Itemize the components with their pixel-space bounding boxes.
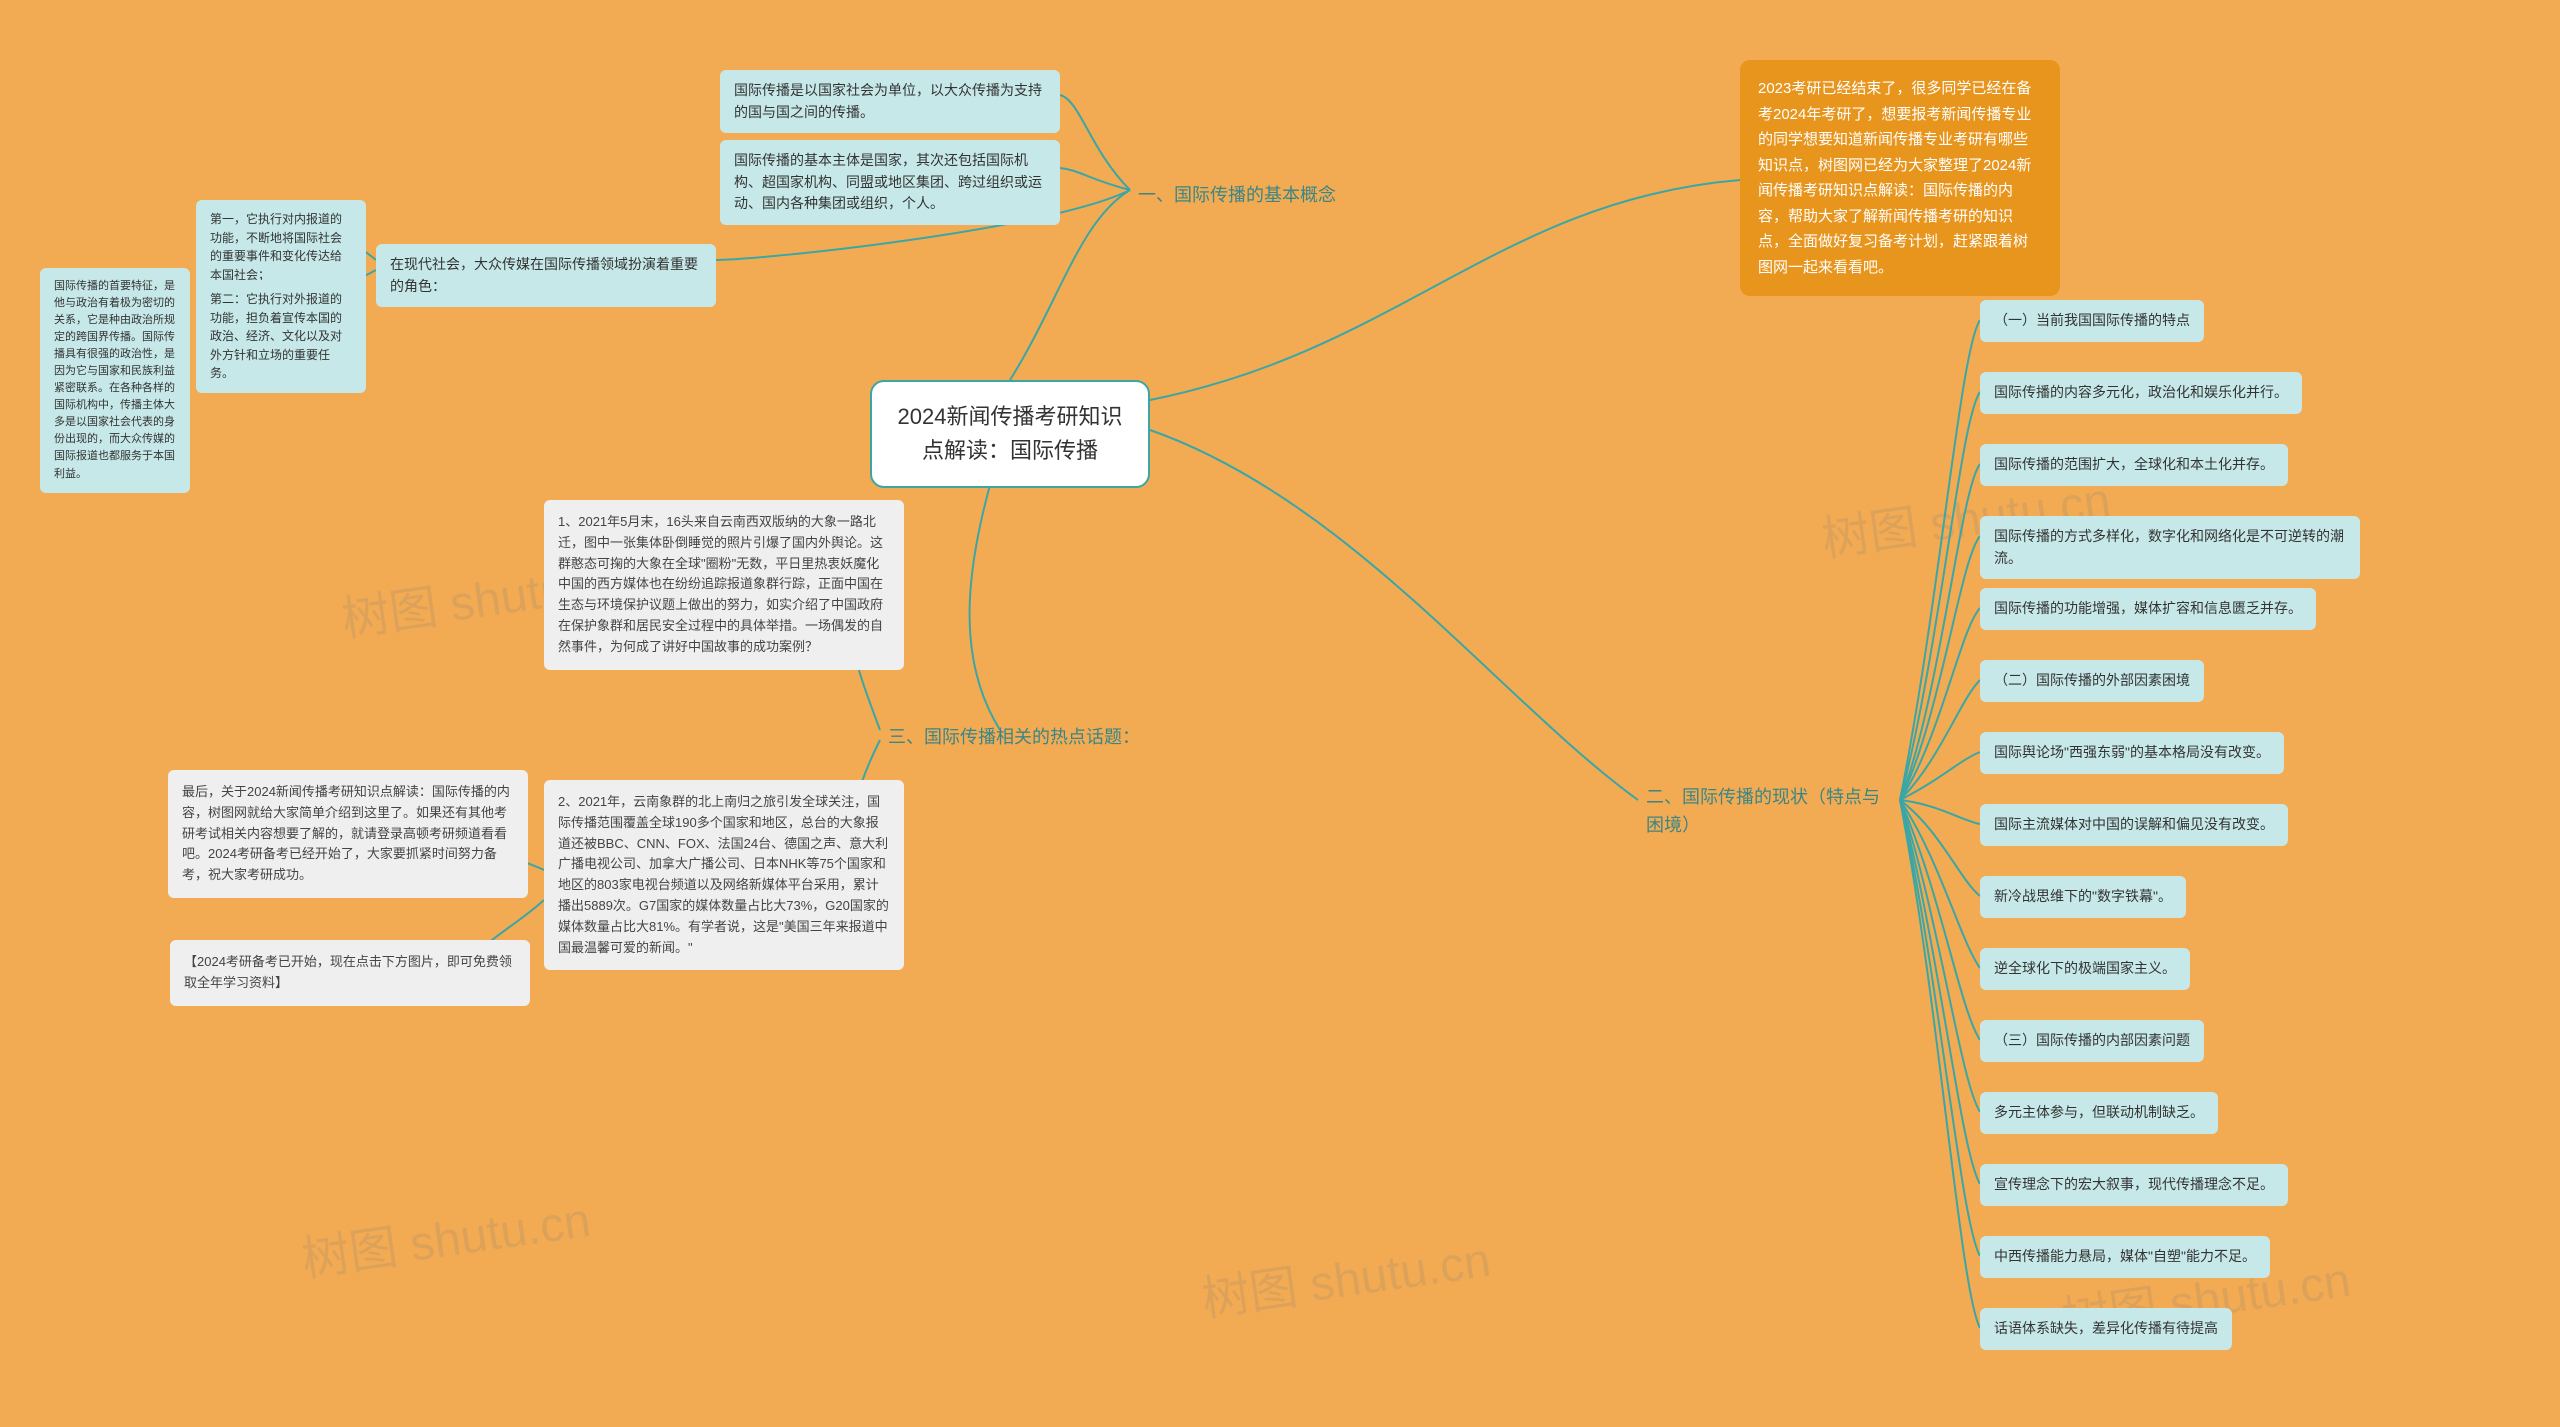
b2-item: （三）国际传播的内部因素问题 [1980, 1020, 2204, 1062]
b2-item-text: 国际主流媒体对中国的误解和偏见没有改变。 [1994, 816, 2274, 832]
b3-node-text: 【2024考研备考已开始，现在点击下方图片，即可免费领取全年学习资料】 [184, 954, 512, 990]
b1-node-external-report: 第二：它执行对外报道的功能，担负着宣传本国的政治、经济、文化以及对外方针和立场的… [196, 280, 366, 393]
b3-node-text: 2、2021年，云南象群的北上南归之旅引发全球关注，国际传播范围覆盖全球190多… [558, 794, 889, 955]
branch1-label: 一、国际传播的基本概念 [1130, 178, 1344, 214]
branch2-label-text: 二、国际传播的现状（特点与困境） [1646, 787, 1880, 835]
b2-item: 新冷战思维下的"数字铁幕"。 [1980, 876, 2186, 918]
b3-node-cta: 【2024考研备考已开始，现在点击下方图片，即可免费领取全年学习资料】 [170, 940, 530, 1006]
center-node: 2024新闻传播考研知识点解读：国际传播 [870, 380, 1150, 488]
b2-item: 国际传播的范围扩大，全球化和本土化并存。 [1980, 444, 2288, 486]
b2-item-text: 中西传播能力悬局，媒体"自塑"能力不足。 [1994, 1248, 2256, 1264]
b2-item: 中西传播能力悬局，媒体"自塑"能力不足。 [1980, 1236, 2270, 1278]
b1-node-text: 在现代社会，大众传媒在国际传播领域扮演着重要的角色： [390, 256, 698, 294]
b2-item-text: 新冷战思维下的"数字铁幕"。 [1994, 888, 2172, 904]
b1-node-text: 国际传播是以国家社会为单位，以大众传播为支持的国与国之间的传播。 [734, 82, 1042, 120]
b2-item: 多元主体参与，但联动机制缺乏。 [1980, 1092, 2218, 1134]
b1-node-text: 国际传播的首要特征，是他与政治有着极为密切的关系，它是种由政治所规定的跨国界传播… [54, 280, 175, 480]
b2-item-text: 国际传播的功能增强，媒体扩容和信息匮乏并存。 [1994, 600, 2302, 616]
branch3-label-text: 三、国际传播相关的热点话题： [888, 727, 1140, 747]
b2-item-text: 国际舆论场"西强东弱"的基本格局没有改变。 [1994, 744, 2270, 760]
branch3-label: 三、国际传播相关的热点话题： [880, 720, 1148, 756]
b2-item-text: （一）当前我国国际传播的特点 [1994, 312, 2190, 328]
branch1-label-text: 一、国际传播的基本概念 [1138, 185, 1336, 205]
b1-node-text: 第二：它执行对外报道的功能，担负着宣传本国的政治、经济、文化以及对外方针和立场的… [210, 292, 342, 380]
intro-text: 2023考研已经结束了，很多同学已经在备考2024年考研了，想要报考新闻传播专业… [1758, 80, 2031, 276]
b2-item-text: 多元主体参与，但联动机制缺乏。 [1994, 1104, 2204, 1120]
b2-item-text: 宣传理念下的宏大叙事，现代传播理念不足。 [1994, 1176, 2274, 1192]
b2-item: （二）国际传播的外部因素困境 [1980, 660, 2204, 702]
b2-item-text: 话语体系缺失，差异化传播有待提高 [1994, 1320, 2218, 1336]
b2-item-text: 国际传播的方式多样化，数字化和网络化是不可逆转的潮流。 [1994, 528, 2344, 566]
b2-item-text: （三）国际传播的内部因素问题 [1994, 1032, 2190, 1048]
b2-item: 国际主流媒体对中国的误解和偏见没有改变。 [1980, 804, 2288, 846]
watermark: 树图 shutu.cn [297, 1180, 595, 1290]
b1-node-political-feature: 国际传播的首要特征，是他与政治有着极为密切的关系，它是种由政治所规定的跨国界传播… [40, 268, 190, 493]
b2-item-text: 逆全球化下的极端国家主义。 [1994, 960, 2176, 976]
connector-layer [0, 0, 2560, 1427]
b2-item-text: 国际传播的范围扩大，全球化和本土化并存。 [1994, 456, 2274, 472]
intro-box: 2023考研已经结束了，很多同学已经在备考2024年考研了，想要报考新闻传播专业… [1740, 60, 2060, 296]
b2-item: 国际传播的功能增强，媒体扩容和信息匮乏并存。 [1980, 588, 2316, 630]
b2-item: 逆全球化下的极端国家主义。 [1980, 948, 2190, 990]
b1-node-subjects: 国际传播的基本主体是国家，其次还包括国际机构、超国家机构、同盟或地区集团、跨过组… [720, 140, 1060, 225]
b3-node-elephants-2: 2、2021年，云南象群的北上南归之旅引发全球关注，国际传播范围覆盖全球190多… [544, 780, 904, 970]
b2-item: 国际舆论场"西强东弱"的基本格局没有改变。 [1980, 732, 2284, 774]
b3-node-elephants-1: 1、2021年5月末，16头来自云南西双版纳的大象一路北迁，图中一张集体卧倒睡觉… [544, 500, 904, 670]
b2-item: 宣传理念下的宏大叙事，现代传播理念不足。 [1980, 1164, 2288, 1206]
b2-item: 国际传播的内容多元化，政治化和娱乐化并行。 [1980, 372, 2302, 414]
b2-item-text: （二）国际传播的外部因素困境 [1994, 672, 2190, 688]
b2-item: （一）当前我国国际传播的特点 [1980, 300, 2204, 342]
b1-node-text: 第一，它执行对内报道的功能，不断地将国际社会的重要事件和变化传达给本国社会； [210, 212, 342, 282]
b3-node-summary: 最后，关于2024新闻传播考研知识点解读：国际传播的内容，树图网就给大家简单介绍… [168, 770, 528, 898]
b3-node-text: 1、2021年5月末，16头来自云南西双版纳的大象一路北迁，图中一张集体卧倒睡觉… [558, 514, 883, 654]
watermark: 树图 shutu.cn [1197, 1220, 1495, 1330]
b1-node-definition: 国际传播是以国家社会为单位，以大众传播为支持的国与国之间的传播。 [720, 70, 1060, 133]
b2-item-text: 国际传播的内容多元化，政治化和娱乐化并行。 [1994, 384, 2288, 400]
b3-node-text: 最后，关于2024新闻传播考研知识点解读：国际传播的内容，树图网就给大家简单介绍… [182, 784, 510, 882]
b2-item: 话语体系缺失，差异化传播有待提高 [1980, 1308, 2232, 1350]
branch2-label: 二、国际传播的现状（特点与困境） [1638, 780, 1898, 844]
b2-item: 国际传播的方式多样化，数字化和网络化是不可逆转的潮流。 [1980, 516, 2360, 579]
b1-node-media-role: 在现代社会，大众传媒在国际传播领域扮演着重要的角色： [376, 244, 716, 307]
b1-node-text: 国际传播的基本主体是国家，其次还包括国际机构、超国家机构、同盟或地区集团、跨过组… [734, 152, 1042, 211]
center-title: 2024新闻传播考研知识点解读：国际传播 [898, 404, 1123, 463]
